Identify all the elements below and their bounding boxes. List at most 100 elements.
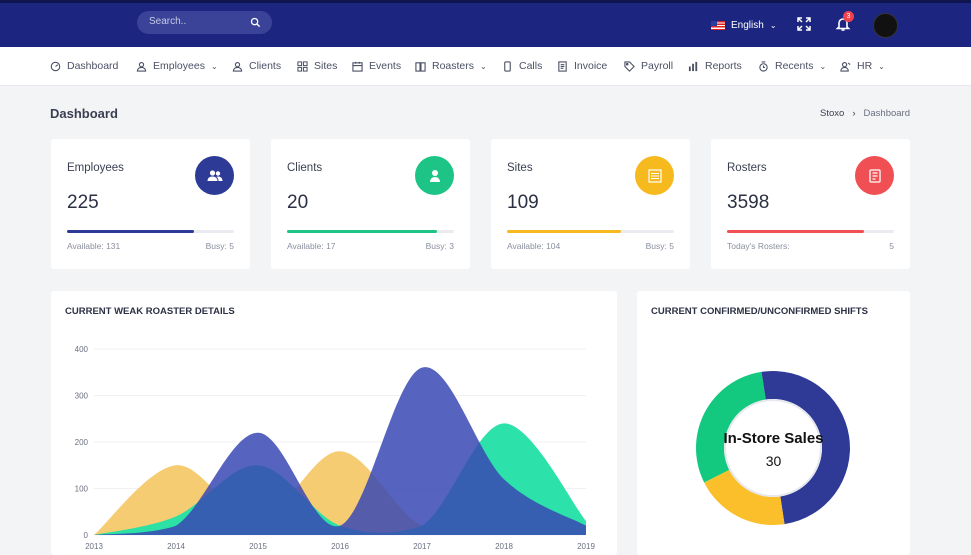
top-header: Search.. English ⌄ 3 xyxy=(0,0,971,47)
nav-invoice[interactable]: Invoice xyxy=(557,60,607,72)
card-label: Sites xyxy=(507,162,533,174)
nav-events[interactable]: Events xyxy=(352,60,401,72)
language-label: English xyxy=(731,19,764,31)
search-input[interactable]: Search.. xyxy=(137,11,272,34)
stat-card-employees[interactable]: Employees 225 Available: 131 Busy: 5 xyxy=(51,139,250,269)
nav-label: Clients xyxy=(249,60,282,72)
breadcrumb-root[interactable]: Stoxo xyxy=(820,108,845,119)
avatar[interactable] xyxy=(873,13,898,38)
card-foot-left: Available: 17 xyxy=(287,241,336,251)
chevron-down-icon: ⌄ xyxy=(480,61,487,71)
card-foot-right: Busy: 5 xyxy=(205,241,234,251)
chevron-down-icon: ⌄ xyxy=(819,61,827,71)
card-foot-left: Available: 104 xyxy=(507,241,561,251)
y-tick-label: 200 xyxy=(75,438,89,447)
x-tick-label: 2018 xyxy=(495,542,513,551)
nav-label: HR xyxy=(857,60,873,72)
donut-hole xyxy=(724,399,822,497)
search-icon[interactable] xyxy=(250,17,261,28)
language-selector[interactable]: English ⌄ xyxy=(711,17,777,33)
building-icon xyxy=(647,168,662,183)
clock-icon xyxy=(759,60,768,72)
nav-reports[interactable]: Reports xyxy=(688,60,742,72)
nav-label: Employees xyxy=(153,60,205,72)
breadcrumb: Stoxo › Dashboard xyxy=(820,108,910,119)
card-foot-left: Available: 131 xyxy=(67,241,121,251)
grid-icon xyxy=(297,60,308,72)
chevron-down-icon: ⌄ xyxy=(878,61,885,71)
card-icon-circle xyxy=(855,156,894,195)
stat-card-sites[interactable]: Sites 109 Available: 104 Busy: 5 xyxy=(491,139,690,269)
card-icon-circle xyxy=(195,156,234,195)
chevron-down-icon: ⌄ xyxy=(769,20,777,30)
user-icon xyxy=(136,61,147,72)
card-progress-fill xyxy=(727,230,864,233)
tag-icon xyxy=(624,60,635,72)
nav-label: Roasters xyxy=(432,60,475,72)
donut-center-value: 30 xyxy=(765,453,782,469)
area-series-3[interactable] xyxy=(94,367,586,535)
nav-sites[interactable]: Sites xyxy=(297,60,337,72)
card-progress-fill xyxy=(287,230,438,233)
nav-dashboard[interactable]: Dashboard xyxy=(50,60,118,72)
card-value: 225 xyxy=(67,192,99,213)
card-progress-fill xyxy=(67,230,194,233)
search-placeholder: Search.. xyxy=(149,16,187,27)
x-tick-label: 2017 xyxy=(413,542,431,551)
invoice-icon xyxy=(558,60,567,72)
nav-roasters[interactable]: Roasters ⌄ xyxy=(415,60,487,72)
stat-card-rosters[interactable]: Rosters 3598 Today's Rosters: 5 xyxy=(711,139,910,269)
client-icon xyxy=(429,169,440,182)
calendar-icon xyxy=(352,61,363,72)
card-icon-circle xyxy=(635,156,674,195)
card-label: Rosters xyxy=(727,162,767,174)
x-tick-label: 2014 xyxy=(167,542,185,551)
x-tick-label: 2016 xyxy=(331,542,349,551)
main-nav: Dashboard Employees ⌄ Clients Sites Even… xyxy=(0,47,971,86)
nav-employees[interactable]: Employees ⌄ xyxy=(136,60,218,72)
card-foot-right: 5 xyxy=(889,241,894,251)
page-title: Dashboard xyxy=(50,106,118,121)
panel-title: CURRENT CONFIRMED/UNCONFIRMED SHIFTS xyxy=(651,306,868,317)
donut-center-label: In-Store Sales xyxy=(723,430,824,447)
nav-hr[interactable]: HR ⌄ xyxy=(840,60,885,72)
nav-payroll[interactable]: Payroll xyxy=(624,60,673,72)
nav-label: Reports xyxy=(705,60,742,72)
nav-label: Payroll xyxy=(641,60,674,72)
card-value: 20 xyxy=(287,192,309,213)
bar-chart-icon xyxy=(688,61,698,71)
nav-label: Recents xyxy=(775,60,814,72)
card-value: 109 xyxy=(507,192,539,213)
phone-icon xyxy=(504,60,511,72)
card-progress-track xyxy=(507,230,674,233)
card-icon-circle xyxy=(415,156,454,195)
donut-slice-2[interactable] xyxy=(704,469,785,525)
notification-badge: 3 xyxy=(843,11,854,22)
card-label: Clients xyxy=(287,162,323,174)
notebook-icon xyxy=(868,168,881,183)
stat-card-clients[interactable]: Clients 20 Available: 17 Busy: 3 xyxy=(271,139,470,269)
us-flag-icon xyxy=(711,20,725,30)
nav-clients[interactable]: Clients xyxy=(232,60,281,72)
nav-label: Dashboard xyxy=(67,60,119,72)
fullscreen-icon[interactable] xyxy=(796,16,812,32)
card-foot-right: Busy: 5 xyxy=(645,241,674,251)
y-tick-label: 400 xyxy=(75,345,89,354)
y-tick-label: 100 xyxy=(75,485,89,494)
shifts-chart-panel: CURRENT CONFIRMED/UNCONFIRMED SHIFTS In-… xyxy=(637,291,910,555)
card-progress-track xyxy=(287,230,454,233)
card-progress-track xyxy=(67,230,234,233)
hr-icon xyxy=(840,61,851,72)
nav-label: Sites xyxy=(314,60,338,72)
y-tick-label: 0 xyxy=(84,531,89,540)
donut-slice-1[interactable] xyxy=(761,371,850,525)
card-foot-left: Today's Rosters: xyxy=(727,241,790,251)
donut-slice-3[interactable] xyxy=(696,371,766,483)
nav-label: Calls xyxy=(519,60,543,72)
card-foot-right: Busy: 3 xyxy=(425,241,454,251)
x-tick-label: 2015 xyxy=(249,542,267,551)
breadcrumb-separator: › xyxy=(852,108,856,119)
nav-calls[interactable]: Calls xyxy=(502,60,542,72)
roaster-chart-panel: CURRENT WEAK ROASTER DETAILS 0 100 200 300 4… xyxy=(51,291,617,555)
nav-recents[interactable]: Recents ⌄ xyxy=(758,60,826,72)
